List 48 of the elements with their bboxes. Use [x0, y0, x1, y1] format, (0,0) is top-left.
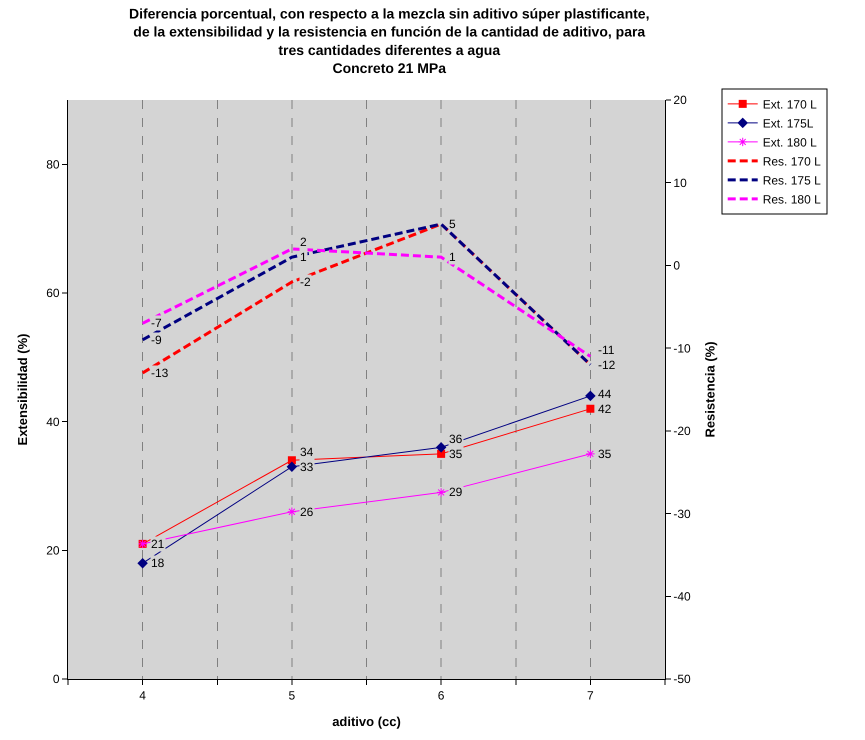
data-label: 33: [300, 460, 314, 474]
y-tick-label: 40: [46, 414, 60, 429]
y-tick-label: 80: [46, 158, 60, 172]
legend-label: Ext. 175L: [762, 116, 814, 131]
y2-tick-label: -40: [673, 589, 692, 604]
data-label: 2: [300, 235, 307, 249]
y2-tick-label: 0: [673, 258, 680, 273]
y2-tick-label: 20: [673, 93, 688, 108]
legend-label: Ext. 170 L: [762, 98, 818, 112]
y2-tick-label: -10: [673, 341, 692, 356]
y2-tick-label: 10: [673, 176, 688, 190]
x-axis-title: aditivo (cc): [332, 714, 401, 729]
data-label: -7: [151, 316, 162, 330]
legend-label: Res. 175 L: [762, 174, 822, 188]
x-tick-label: 5: [288, 688, 296, 702]
y-tick-label: 20: [46, 544, 60, 558]
data-label: -13: [151, 366, 169, 380]
data-label: 26: [300, 505, 314, 519]
x-tick-label: 6: [438, 688, 445, 702]
y2-tick-label: -30: [673, 506, 692, 521]
data-label: -9: [151, 333, 162, 347]
data-label: -12: [598, 358, 616, 372]
y-tick-label: 0: [52, 672, 60, 686]
data-label: 1: [300, 250, 307, 264]
y2-tick-label: -50: [673, 672, 692, 686]
legend-label: Res. 180 L: [762, 192, 822, 207]
y2-axis-title: Resistencia (%): [702, 341, 718, 438]
y-axis-title: Extensibilidad (%): [15, 334, 30, 446]
y2-tick-label: -20: [673, 424, 692, 438]
data-label: -11: [598, 343, 615, 357]
data-label: 34: [300, 445, 314, 459]
data-label: 18: [151, 556, 165, 570]
data-label: 36: [449, 432, 463, 446]
data-label: 35: [598, 447, 612, 461]
data-label: 5: [449, 217, 456, 231]
data-label: -2: [300, 275, 311, 289]
y-tick-label: 60: [46, 286, 60, 300]
legend-label: Res. 170 L: [762, 154, 822, 169]
data-label: 42: [598, 402, 612, 416]
x-tick-label: 7: [587, 688, 594, 702]
data-label: 1: [449, 250, 456, 264]
data-label: 44: [598, 387, 612, 401]
data-label: 29: [449, 485, 463, 499]
chart-title: Diferencia porcentual, con respecto a la mezcla sin aditivo súper plastificante, de la extensibilidad y la resistencia en función de la cantidad de aditivo, para tres cantidades diferentes a agua Concreto 21 MPa: [128, 6, 650, 76]
x-tick-label: 4: [139, 688, 146, 702]
data-label: 21: [151, 537, 165, 551]
legend-label: Ext. 180 L: [762, 136, 818, 150]
data-label: 35: [449, 447, 463, 461]
